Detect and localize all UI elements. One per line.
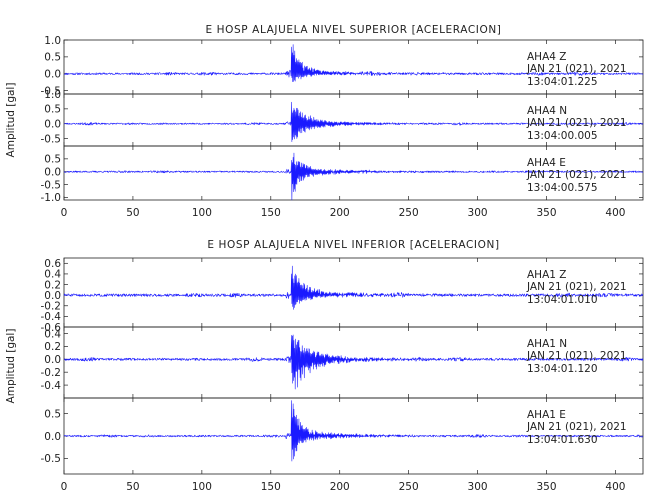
- panel-frame: [63, 145, 644, 201]
- x-tick-label: 200: [330, 207, 350, 219]
- seismogram-trace: [63, 400, 644, 462]
- y-tick-label: 0.0: [44, 354, 61, 366]
- y-tick-label: -0.5: [41, 133, 62, 145]
- x-tick-label: 400: [605, 207, 625, 219]
- x-tick-label: 0: [61, 207, 68, 219]
- x-tick-label: 350: [536, 207, 556, 219]
- x-tick-label: 200: [330, 481, 350, 493]
- y-tick-label: -0.4: [41, 380, 62, 392]
- seismogram-trace: [63, 101, 644, 142]
- x-tick-label: 0: [61, 481, 68, 493]
- trace-date-label: JAN 21 (021), 2021: [526, 281, 627, 293]
- x-tick-label: 300: [468, 481, 488, 493]
- y-tick-label: 0.2: [44, 279, 61, 291]
- trace-station-label: AHA1 E: [527, 409, 566, 421]
- y-tick-label: 0.4: [44, 269, 61, 281]
- chart-group-1: E HOSP ALAJUELA NIVEL SUPERIOR [ACELERAC…: [5, 24, 644, 219]
- chart-title: E HOSP ALAJUELA NIVEL INFERIOR [ACELERAC…: [207, 239, 499, 251]
- y-tick-label: -0.5: [41, 85, 62, 97]
- seismogram-trace: [63, 152, 644, 201]
- trace-date-label: JAN 21 (021), 2021: [526, 350, 627, 362]
- trace-station-label: AHA1 N: [527, 338, 567, 350]
- x-tick-label: 250: [399, 207, 419, 219]
- x-tick-label: 100: [192, 481, 212, 493]
- x-tick-label: 150: [261, 207, 281, 219]
- y-tick-label: -1.0: [41, 192, 62, 204]
- trace-time-label: 13:04:00.575: [527, 182, 598, 194]
- trace-time-label: 13:04:01.630: [527, 434, 598, 446]
- y-tick-label: 0.5: [44, 154, 61, 166]
- chart-group-2: E HOSP ALAJUELA NIVEL INFERIOR [ACELERAC…: [5, 239, 644, 493]
- y-tick-label: 1.0: [44, 89, 61, 101]
- x-tick-label: 250: [399, 481, 419, 493]
- chart-title: E HOSP ALAJUELA NIVEL SUPERIOR [ACELERAC…: [206, 24, 502, 36]
- y-tick-label: 0.6: [44, 258, 61, 270]
- trace-station-label: AHA1 Z: [527, 269, 566, 281]
- y-tick-label: -0.5: [41, 453, 62, 465]
- x-tick-label: 150: [261, 481, 281, 493]
- seismogram-trace: [63, 334, 644, 390]
- y-tick-label: 0.0: [44, 119, 61, 131]
- y-tick-label: 0.0: [44, 167, 61, 179]
- trace-station-label: AHA4 N: [527, 105, 567, 117]
- seismogram-trace: [63, 44, 644, 82]
- y-tick-label: -0.2: [41, 301, 62, 313]
- y-tick-label: -0.5: [41, 179, 62, 191]
- y-axis-label: Amplitud [gal]: [5, 83, 17, 158]
- trace-station-label: AHA4 Z: [527, 51, 566, 63]
- y-tick-label: 0.5: [44, 104, 61, 116]
- y-tick-label: 0.4: [44, 328, 61, 340]
- trace-date-label: JAN 21 (021), 2021: [526, 421, 627, 433]
- x-tick-label: 50: [126, 207, 139, 219]
- y-tick-label: 0.0: [44, 290, 61, 302]
- x-tick-label: 100: [192, 207, 212, 219]
- trace-date-label: JAN 21 (021), 2021: [526, 63, 627, 75]
- y-tick-label: -0.2: [41, 367, 62, 379]
- y-tick-label: 0.5: [44, 408, 61, 420]
- trace-time-label: 13:04:01.120: [527, 363, 598, 375]
- y-tick-label: 0.0: [44, 69, 61, 81]
- x-tick-label: 350: [536, 481, 556, 493]
- trace-station-label: AHA4 E: [527, 157, 566, 169]
- x-tick-label: 300: [468, 207, 488, 219]
- x-tick-label: 400: [605, 481, 625, 493]
- seismogram-trace: [63, 265, 644, 310]
- x-tick-label: 50: [126, 481, 139, 493]
- y-tick-label: 0.5: [44, 52, 61, 64]
- trace-time-label: 13:04:01.010: [527, 294, 598, 306]
- trace-time-label: 13:04:01.225: [527, 76, 598, 88]
- figure-content: E HOSP ALAJUELA NIVEL SUPERIOR [ACELERAC…: [5, 24, 644, 493]
- trace-date-label: JAN 21 (021), 2021: [526, 169, 627, 181]
- y-tick-label: 1.0: [44, 35, 61, 47]
- trace-date-label: JAN 21 (021), 2021: [526, 117, 627, 129]
- y-tick-label: 0.0: [44, 431, 61, 443]
- y-tick-label: -0.4: [41, 311, 62, 323]
- y-tick-label: 0.2: [44, 341, 61, 353]
- y-axis-label: Amplitud [gal]: [5, 329, 17, 404]
- trace-time-label: 13:04:00.005: [527, 130, 598, 142]
- y-tick-label: -0.6: [41, 322, 62, 334]
